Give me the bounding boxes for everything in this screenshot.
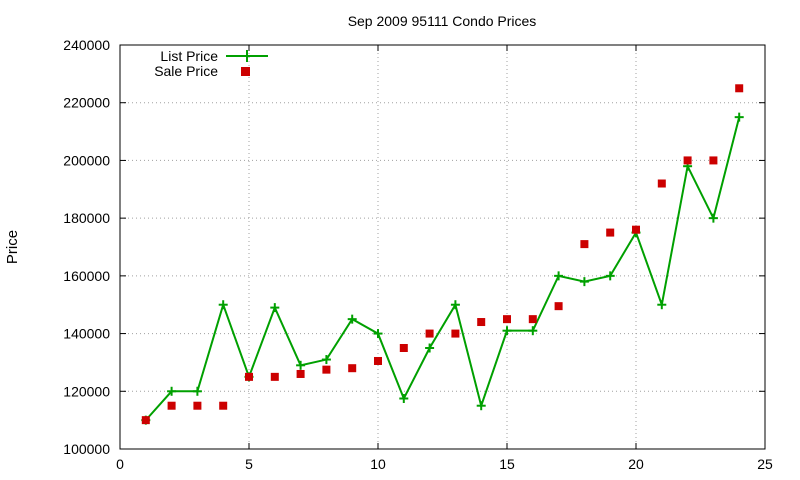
- series-layer: [141, 84, 744, 425]
- data-point-sale-price: [554, 302, 563, 311]
- y-tick-label: 120000: [63, 383, 110, 399]
- data-point-list-price: [167, 386, 177, 396]
- legend: List Price Sale Price: [154, 48, 268, 79]
- data-point-sale-price: [580, 240, 589, 249]
- data-point-list-price: [399, 394, 409, 403]
- data-point-list-price: [657, 300, 667, 310]
- data-point-list-price: [192, 386, 202, 396]
- legend-marker-sale-price: [241, 67, 250, 76]
- legend-marker-list-price: [241, 50, 253, 62]
- data-point-sale-price: [245, 372, 253, 381]
- y-tick-label: 220000: [63, 95, 110, 111]
- y-tick-label: 140000: [63, 326, 110, 342]
- series-list-price: [141, 112, 744, 425]
- data-point-list-price: [476, 401, 486, 411]
- y-tick-label: 180000: [63, 210, 110, 226]
- x-tick-label: 10: [370, 456, 386, 472]
- data-point-sale-price: [219, 401, 228, 410]
- data-point-sale-price: [193, 401, 202, 410]
- y-tick-label: 160000: [63, 268, 110, 284]
- data-point-list-price: [605, 271, 615, 281]
- legend-label-list-price: List Price: [160, 48, 218, 64]
- x-tick-label: 5: [245, 456, 253, 472]
- data-point-sale-price: [322, 365, 331, 374]
- data-point-list-price: [579, 277, 589, 287]
- data-point-sale-price: [528, 315, 537, 324]
- data-point-list-price: [450, 300, 460, 310]
- data-point-sale-price: [399, 344, 408, 352]
- data-point-list-price: [528, 326, 538, 336]
- data-point-sale-price: [709, 156, 718, 165]
- data-point-sale-price: [425, 329, 434, 338]
- data-point-sale-price: [348, 364, 357, 373]
- data-point-sale-price: [683, 156, 692, 165]
- chart-title: Sep 2009 95111 Condo Prices: [348, 13, 537, 29]
- axis-ticks: 0 5 10 15 20 25 100000 120000 140000 160000 180000…: [63, 37, 773, 472]
- data-point-sale-price: [477, 318, 486, 327]
- data-point-sale-price: [451, 329, 460, 338]
- x-tick-label: 25: [757, 456, 773, 472]
- data-point-list-price: [296, 360, 306, 370]
- data-point-sale-price: [270, 372, 279, 381]
- y-tick-label: 100000: [63, 441, 110, 457]
- data-point-sale-price: [374, 356, 382, 365]
- data-point-sale-price: [632, 225, 640, 234]
- series-sale-price: [141, 84, 744, 425]
- data-point-list-price: [270, 303, 280, 313]
- data-point-sale-price: [503, 315, 511, 324]
- plot-frame: [119, 44, 766, 450]
- y-tick-label: 200000: [63, 152, 110, 168]
- data-point-sale-price: [296, 369, 305, 378]
- data-point-list-price: [218, 300, 228, 310]
- data-point-sale-price: [657, 179, 666, 188]
- data-point-list-price: [425, 343, 435, 353]
- series-line-list-price: [145, 116, 741, 421]
- data-point-sale-price: [167, 401, 176, 410]
- data-point-list-price: [347, 314, 357, 324]
- data-point-sale-price: [735, 84, 744, 93]
- y-tick-label: 240000: [63, 37, 110, 53]
- data-point-sale-price: [606, 228, 615, 237]
- x-tick-label: 0: [116, 456, 124, 472]
- data-point-sale-price: [141, 416, 150, 425]
- data-point-list-price: [321, 355, 331, 365]
- data-point-list-price: [734, 112, 744, 122]
- data-point-list-price: [502, 326, 512, 336]
- data-point-list-price: [708, 213, 718, 223]
- y-axis-label: Price: [4, 230, 21, 264]
- x-tick-label: 20: [628, 456, 644, 472]
- grid: [120, 45, 765, 449]
- data-point-list-price: [554, 271, 564, 281]
- x-tick-label: 15: [499, 456, 515, 472]
- data-point-list-price: [373, 329, 383, 339]
- legend-label-sale-price: Sale Price: [154, 63, 218, 79]
